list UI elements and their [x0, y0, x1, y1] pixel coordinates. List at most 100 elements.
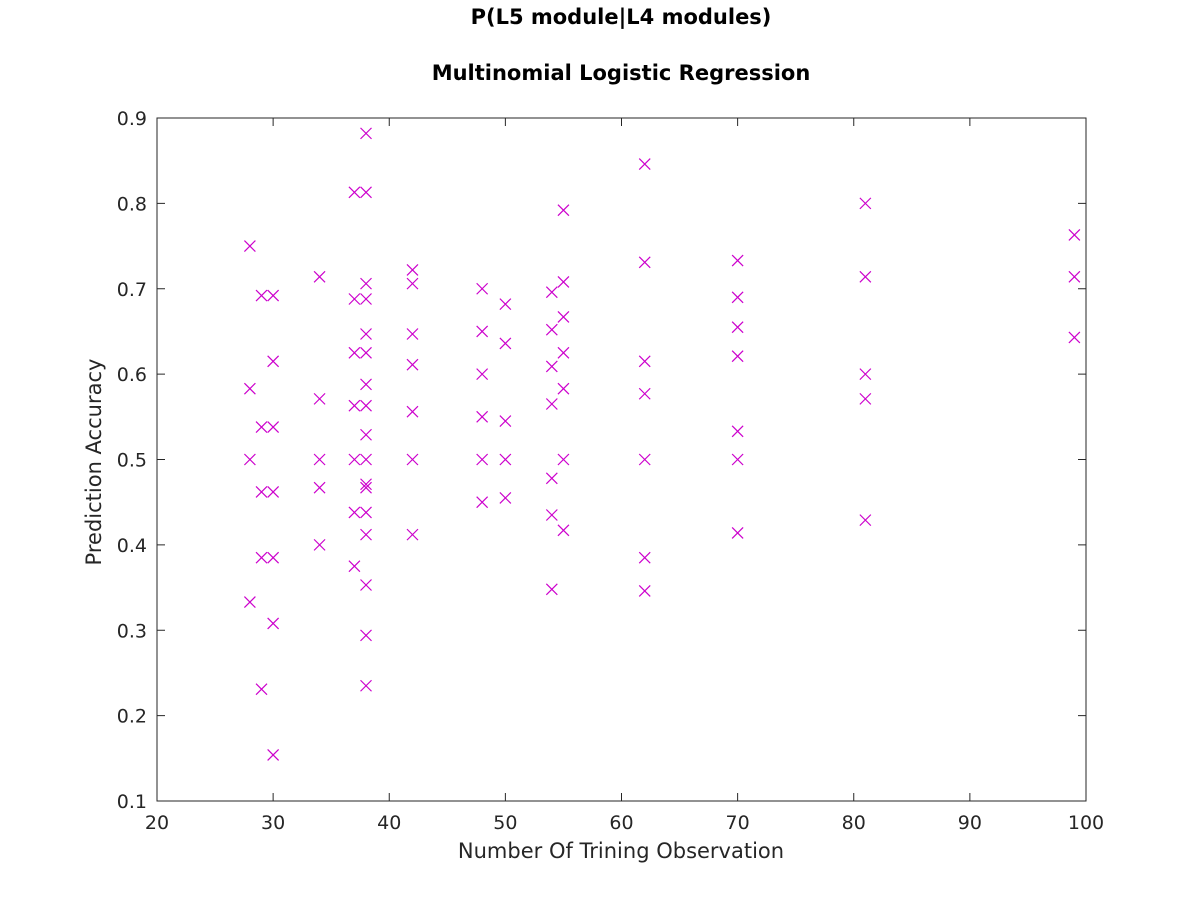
data-point [360, 506, 372, 519]
data-point [255, 486, 268, 498]
data-point [557, 275, 570, 288]
data-point [406, 328, 419, 340]
x-tick-label: 90 [958, 812, 982, 834]
data-point [476, 410, 489, 423]
data-point [638, 585, 651, 597]
data-point [545, 472, 558, 485]
data-point [255, 551, 268, 564]
data-point [348, 560, 361, 573]
data-point [476, 368, 489, 381]
data-point [638, 551, 651, 564]
data-point [267, 486, 280, 498]
data-point [545, 286, 558, 299]
data-point [348, 399, 361, 412]
data-point [638, 387, 651, 400]
data-point [360, 346, 372, 359]
data-point [859, 392, 872, 405]
x-tick-label: 50 [493, 812, 517, 834]
data-point [406, 405, 419, 418]
data-point [267, 355, 280, 368]
data-point [360, 579, 372, 591]
y-axis-label: Prediction Accuracy [82, 359, 106, 566]
data-point [360, 186, 372, 199]
data-point [243, 596, 256, 609]
data-point [406, 453, 419, 466]
data-point [255, 421, 268, 433]
data-point [557, 204, 570, 217]
data-point [499, 415, 512, 428]
data-point [859, 197, 872, 210]
y-tick-label: 0.9 [117, 108, 147, 130]
data-point [545, 323, 558, 336]
y-tick-label: 0.5 [117, 450, 147, 472]
data-point [360, 293, 372, 305]
data-point [348, 453, 361, 466]
data-point [1068, 331, 1081, 344]
x-tick-label: 70 [726, 812, 750, 834]
y-tick-label: 0.3 [117, 620, 147, 642]
data-point [243, 240, 256, 252]
data-point [267, 551, 280, 564]
data-point [243, 453, 256, 466]
chart-title: P(L5 module|L4 modules) [471, 5, 772, 30]
data-point [731, 254, 744, 267]
data-point [638, 355, 651, 368]
data-point [313, 538, 326, 551]
x-tick-label: 80 [842, 812, 866, 834]
data-point [360, 428, 372, 441]
data-point [731, 425, 744, 438]
y-tick-label: 0.6 [117, 364, 147, 386]
data-point [348, 506, 361, 519]
data-point [313, 270, 326, 283]
data-point [360, 679, 372, 692]
data-point [499, 337, 512, 350]
plot-area [156, 117, 1087, 802]
data-point [545, 398, 558, 410]
data-point [406, 358, 419, 371]
data-point [557, 524, 570, 537]
data-point [1068, 229, 1081, 241]
data-point [476, 282, 489, 295]
y-tick-label: 0.2 [117, 706, 147, 728]
data-point [360, 629, 372, 642]
data-point [243, 382, 256, 395]
y-tick-label: 0.8 [117, 193, 147, 215]
data-point [557, 453, 570, 466]
data-point [267, 748, 280, 761]
data-point [545, 509, 558, 521]
data-point [313, 481, 326, 494]
data-point [499, 491, 512, 504]
data-point [267, 421, 280, 433]
data-point [638, 453, 651, 466]
data-point [499, 298, 512, 311]
data-point [313, 453, 326, 466]
y-tick-label: 0.1 [117, 791, 147, 813]
data-point [348, 186, 361, 199]
data-point [557, 346, 570, 359]
data-point [360, 277, 372, 290]
x-tick-label: 100 [1068, 812, 1104, 834]
data-point [476, 496, 489, 509]
data-point [859, 270, 872, 283]
data-point [557, 382, 570, 395]
y-axis: 0.1 0.2 0.3 0.4 0.5 0.6 0.7 0.8 0.9 [117, 108, 1086, 813]
data-point [360, 378, 372, 391]
data-point [360, 481, 372, 494]
data-point [731, 526, 744, 539]
x-tick-label: 20 [145, 812, 169, 834]
data-point [499, 453, 512, 466]
data-point [406, 528, 419, 541]
data-point [267, 289, 280, 302]
data-point [638, 158, 651, 171]
data-point [360, 528, 372, 541]
data-point [1068, 270, 1081, 283]
data-point [557, 310, 570, 323]
data-point [859, 368, 872, 381]
data-point [267, 617, 280, 630]
data-point [731, 453, 744, 466]
data-point [731, 321, 744, 334]
data-point [545, 360, 558, 373]
data-point [476, 325, 489, 338]
data-point [348, 293, 361, 305]
data-point [360, 399, 372, 412]
